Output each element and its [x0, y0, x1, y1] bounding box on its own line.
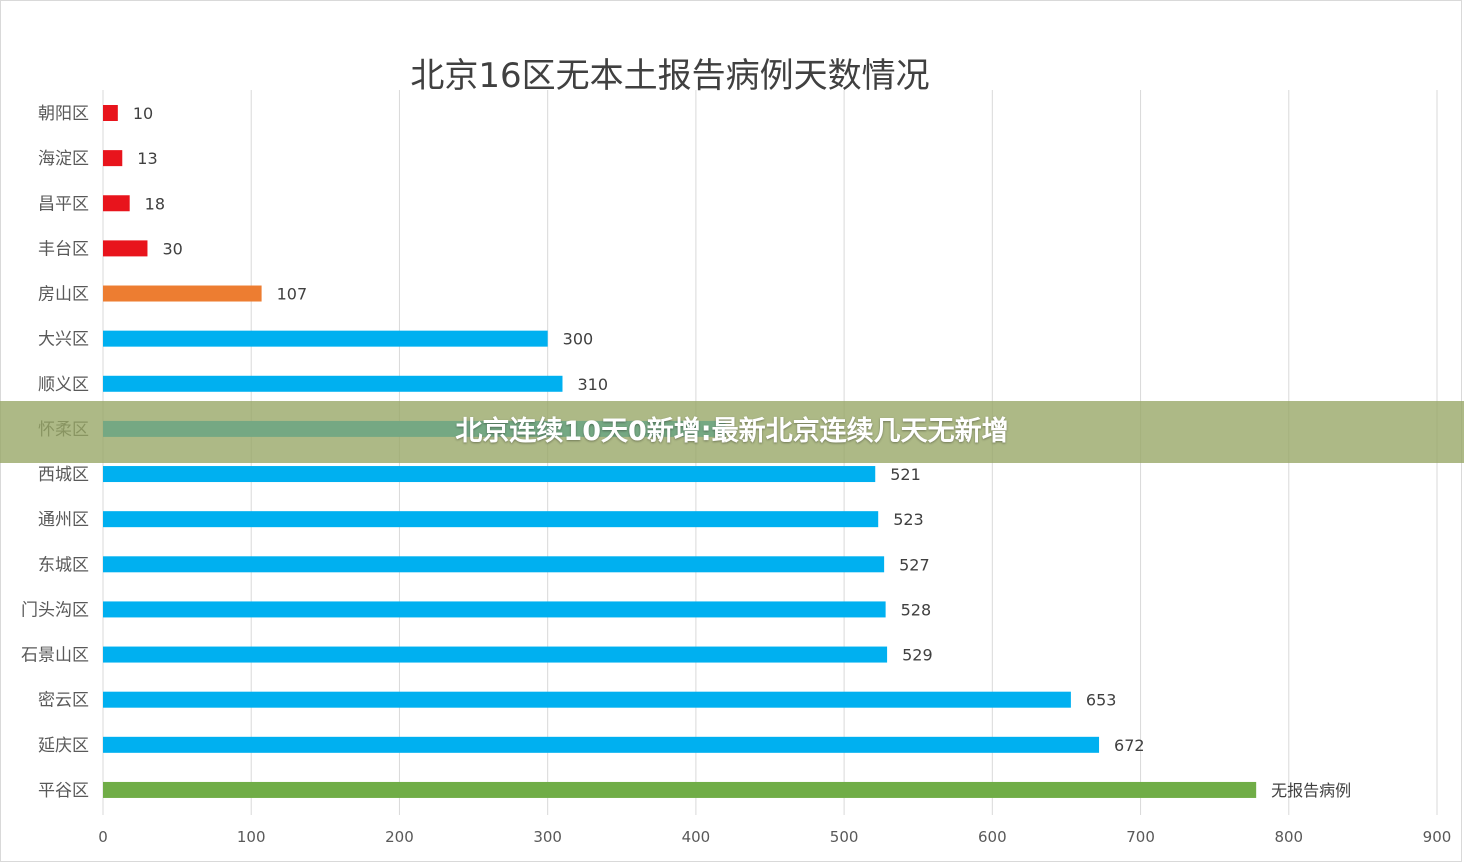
category-label: 通州区	[38, 510, 89, 530]
bar	[103, 736, 1100, 753]
x-tick-label: 700	[1126, 828, 1155, 846]
data-label: 30	[162, 239, 182, 258]
category-label: 平谷区	[38, 781, 89, 801]
bar	[103, 105, 118, 121]
data-label: 无报告病例	[1271, 781, 1351, 800]
bar	[103, 691, 1071, 708]
data-label: 13	[137, 149, 157, 168]
x-tick-label: 300	[533, 828, 562, 846]
x-tick-label: 100	[237, 828, 266, 846]
data-label: 300	[563, 330, 594, 349]
headline-text: 北京连续10天0新增:最新北京连续几天无新增	[455, 416, 1009, 447]
category-labels: 朝阳区海淀区昌平区丰台区房山区大兴区顺义区怀柔区西城区通州区东城区门头沟区石景山…	[21, 104, 89, 801]
category-label: 顺义区	[38, 375, 89, 395]
bar	[103, 150, 123, 167]
chart-title: 北京16区无本土报告病例天数情况	[410, 56, 930, 96]
bar	[103, 601, 886, 618]
category-label: 门头沟区	[21, 600, 89, 620]
data-label: 529	[902, 646, 933, 665]
x-tick-label: 600	[978, 828, 1007, 846]
x-tick-label: 800	[1274, 828, 1303, 846]
category-label: 大兴区	[38, 330, 89, 350]
data-label: 523	[893, 510, 924, 529]
x-tick-label: 500	[830, 828, 859, 846]
category-label: 延庆区	[38, 736, 89, 756]
data-labels: 10 13 18 30 107 300 310 521 523 527 528 529 653 672 无报…	[133, 104, 1351, 800]
category-label: 密云区	[38, 691, 89, 711]
bar	[103, 285, 262, 302]
bar	[103, 466, 876, 483]
category-label: 朝阳区	[38, 104, 89, 124]
bar	[103, 646, 888, 663]
x-tick-label: 900	[1423, 828, 1452, 846]
data-label: 672	[1114, 736, 1145, 755]
x-tick-label: 0	[98, 828, 108, 846]
headline-banner: 北京连续10天0新增:最新北京连续几天无新增	[0, 401, 1464, 463]
data-label: 107	[277, 285, 308, 304]
x-tick-label: 200	[385, 828, 414, 846]
bar	[103, 195, 130, 212]
category-label: 海淀区	[38, 149, 89, 169]
data-label: 528	[901, 600, 932, 619]
category-label: 西城区	[38, 465, 89, 485]
x-tick-labels: 0 100 200 300 400 500 600 700 800 900	[98, 828, 1451, 846]
data-label: 18	[145, 194, 165, 213]
bar	[103, 781, 1257, 798]
category-label: 东城区	[38, 555, 89, 575]
bar	[103, 240, 148, 257]
bar	[103, 330, 548, 347]
category-label: 丰台区	[38, 239, 89, 259]
data-label: 653	[1086, 691, 1117, 710]
bar	[103, 511, 879, 528]
bar	[103, 556, 885, 573]
data-label: 310	[577, 375, 608, 394]
data-label: 527	[899, 555, 930, 574]
category-label: 昌平区	[38, 194, 89, 214]
data-label: 521	[890, 465, 921, 484]
data-label: 10	[133, 104, 153, 123]
x-tick-label: 400	[682, 828, 711, 846]
category-label: 石景山区	[21, 646, 89, 666]
bar	[103, 375, 563, 392]
category-label: 房山区	[38, 285, 89, 305]
